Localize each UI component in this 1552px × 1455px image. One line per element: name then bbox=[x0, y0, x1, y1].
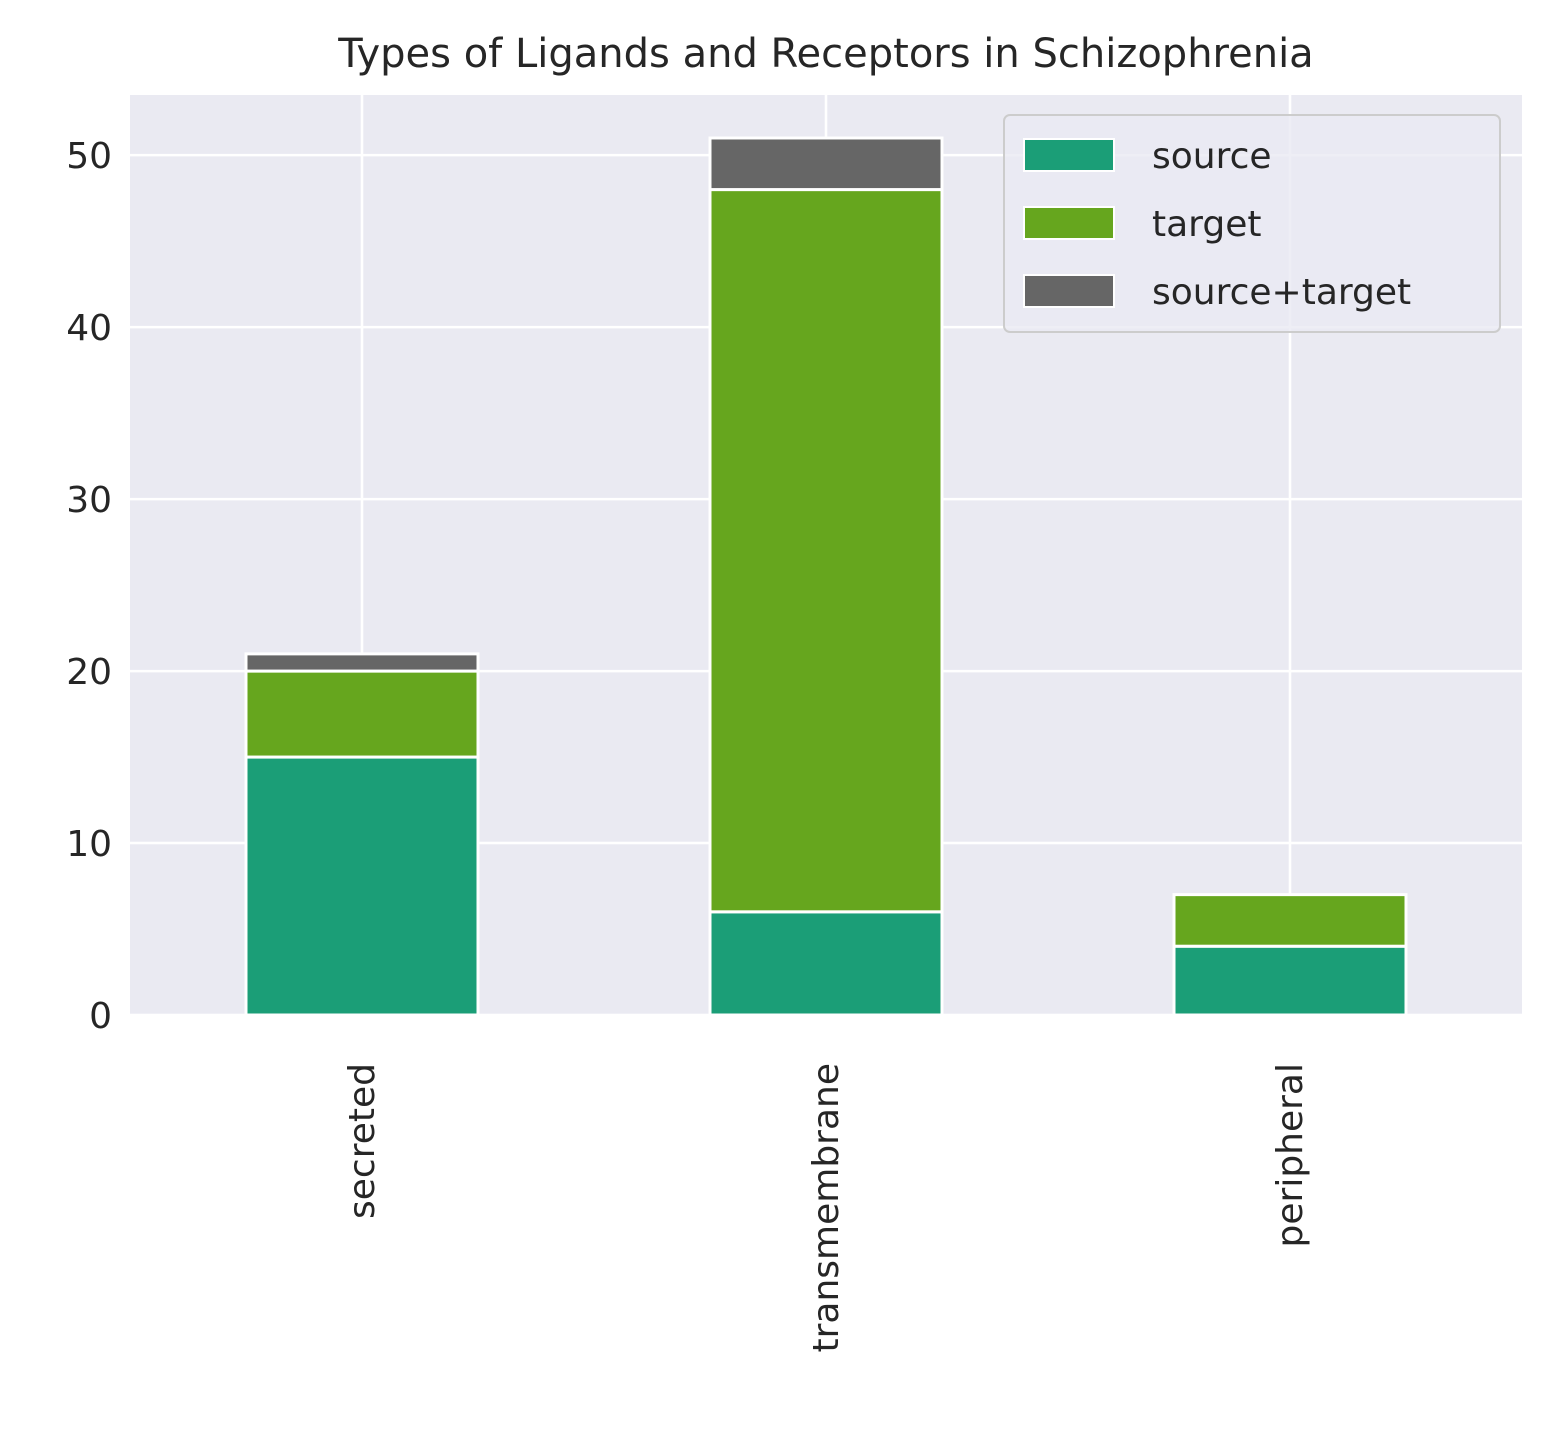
y-tick-label: 0 bbox=[89, 996, 112, 1037]
chart-title: Types of Ligands and Receptors in Schizo… bbox=[337, 31, 1313, 77]
y-tick-label: 20 bbox=[66, 652, 112, 693]
tick-labels: 0 10 20 30 40 50 secreted transmembrane peripher… bbox=[66, 136, 1311, 1352]
legend-label-source: source bbox=[1152, 136, 1272, 177]
bar-transmembrane-target bbox=[708, 188, 944, 914]
bar-secreted-source-target bbox=[244, 652, 480, 673]
legend-label-source-target: source+target bbox=[1152, 272, 1411, 313]
legend-swatch-source-target bbox=[1023, 274, 1115, 308]
y-tick-label: 50 bbox=[66, 136, 112, 177]
bar-secreted-target bbox=[244, 669, 480, 759]
bar-transmembrane-source bbox=[708, 910, 944, 1017]
y-tick-label: 30 bbox=[66, 480, 112, 521]
y-tick-label: 10 bbox=[66, 824, 112, 865]
legend-swatch-target bbox=[1023, 206, 1115, 240]
legend: source target source+target bbox=[1003, 114, 1501, 333]
x-tick-label-secreted: secreted bbox=[342, 1063, 383, 1219]
legend-label-target: target bbox=[1152, 204, 1261, 245]
legend-frame bbox=[1003, 114, 1501, 333]
x-tick-label-peripheral: peripheral bbox=[1270, 1063, 1311, 1247]
bar-peripheral-source bbox=[1172, 944, 1408, 1017]
x-tick-label-transmembrane: transmembrane bbox=[806, 1063, 847, 1353]
bar-peripheral-target bbox=[1172, 893, 1408, 948]
bars bbox=[244, 136, 1408, 1017]
legend-swatch-source bbox=[1023, 138, 1115, 172]
bar-transmembrane-source-target bbox=[708, 136, 944, 192]
y-tick-label: 40 bbox=[66, 308, 112, 349]
bar-secreted-source bbox=[244, 755, 480, 1017]
